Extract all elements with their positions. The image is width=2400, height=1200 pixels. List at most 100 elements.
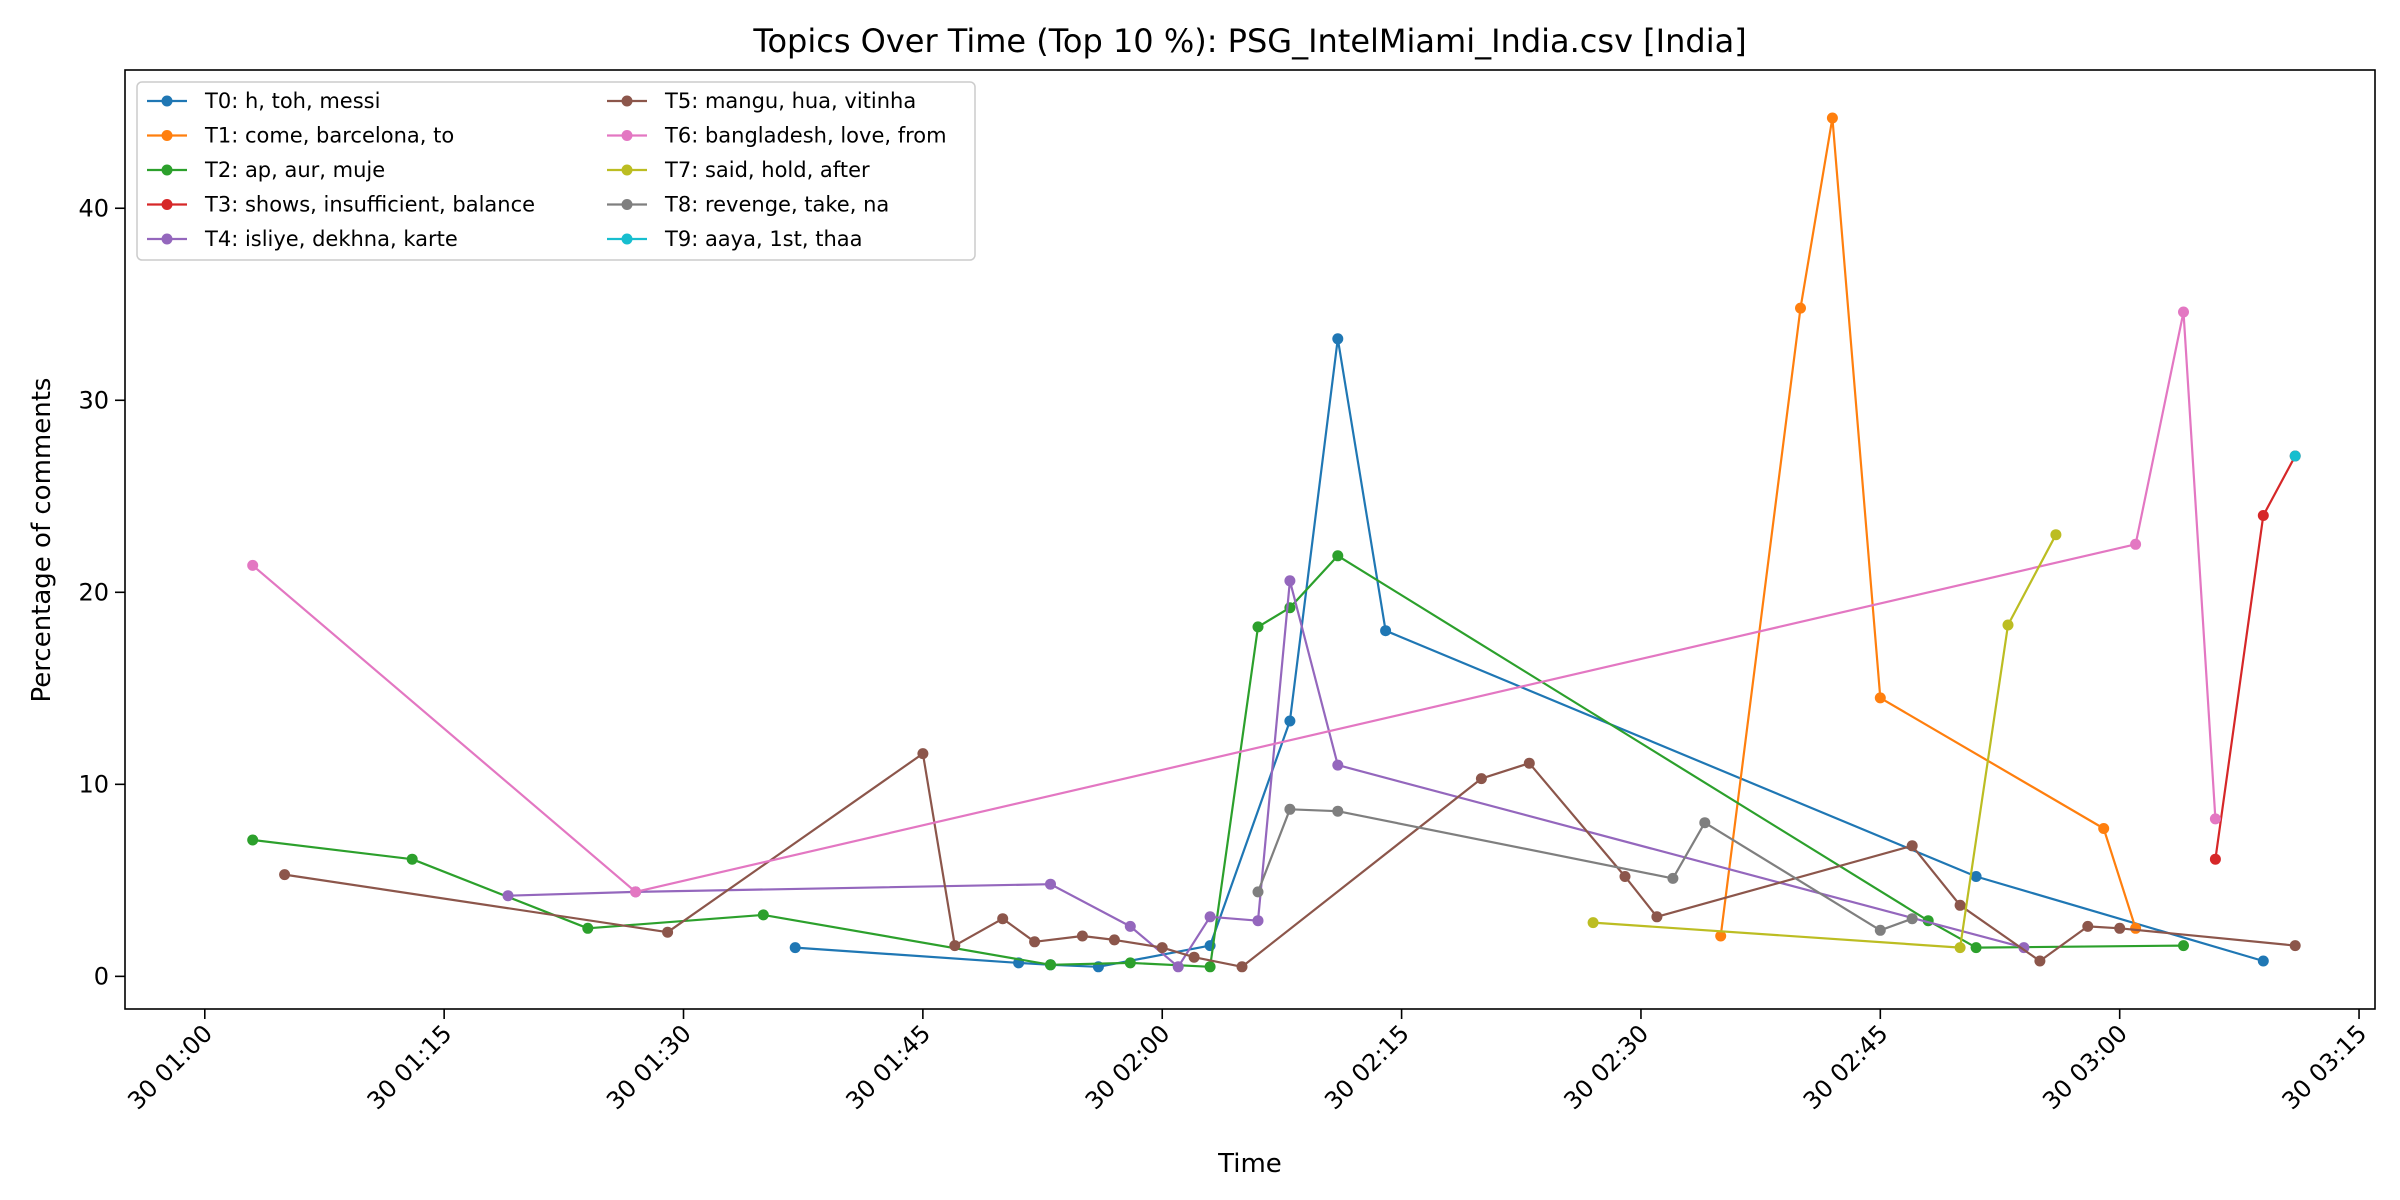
series-t8: [1252, 803, 1918, 936]
series-t4-line: [507, 579, 2025, 968]
series-t4-point: [1172, 961, 1184, 973]
series-t0-point: [1380, 625, 1392, 637]
series-t2-point: [1204, 961, 1216, 973]
legend-label: T9: aaya, 1st, thaa: [664, 227, 863, 251]
plot-area-frame: [124, 69, 2376, 1010]
series-t3-point: [2257, 510, 2269, 521]
legend-label: T2: ap, aur, muje: [204, 158, 385, 182]
series-t4-point: [2018, 942, 2030, 954]
series-t6: [247, 306, 2221, 898]
series-t9: [2289, 450, 2301, 462]
series-t2: [247, 550, 2189, 973]
series-t5-point: [997, 913, 1009, 925]
series-t1-point: [1826, 112, 1838, 124]
series-t8-point: [1699, 817, 1711, 829]
series-t0-point: [2257, 955, 2269, 967]
legend-label: T4: isliye, dekhna, karte: [204, 227, 458, 251]
legend-swatch-marker: [161, 233, 173, 245]
legend-swatch-marker: [621, 95, 633, 107]
series-t2-point: [2178, 940, 2189, 952]
legend-item-t2: T2: ap, aur, muje: [147, 158, 385, 182]
series-t5-point: [2082, 920, 2094, 932]
series-t7-line: [1593, 534, 2057, 949]
legend-swatch-marker: [161, 130, 173, 141]
legend-label: T1: come, barcelona, to: [204, 124, 454, 148]
series-t1-point: [1874, 692, 1886, 704]
series-t5-point: [2289, 940, 2301, 952]
series-t2-point: [1124, 957, 1136, 969]
legend-swatch-marker: [621, 233, 633, 245]
series-t2-point: [1045, 959, 1056, 971]
series-t5-point: [279, 869, 291, 881]
series-t4-point: [1284, 575, 1296, 587]
series-t4-point: [1045, 878, 1056, 890]
legend: T0: h, toh, messi T1: come, barcelona, to…: [136, 81, 976, 261]
series-t5-point: [2034, 955, 2046, 967]
series-t5-point: [1236, 961, 1248, 973]
legend-item-t5: T5: mangu, hua, vitinha: [607, 89, 916, 113]
series-t5-point: [917, 748, 929, 760]
legend-label: T0: h, toh, messi: [204, 89, 380, 113]
series-t7-point: [2050, 529, 2062, 541]
series-t1-line: [1719, 116, 2137, 937]
series-t5: [279, 748, 2301, 973]
series-t7-point: [1587, 917, 1599, 929]
legend-swatch-marker: [161, 95, 173, 107]
legend-swatch-marker: [161, 164, 173, 176]
y-axis-title: Percentage of comments: [27, 378, 57, 703]
series-t8-point: [1874, 924, 1886, 936]
legend-swatch-marker: [621, 164, 633, 176]
series-t4-point: [502, 890, 514, 902]
series-t0-line: [795, 337, 2264, 968]
series-t8-point: [1284, 803, 1296, 815]
series-t0-point: [1284, 715, 1296, 727]
series-t2-point: [406, 853, 418, 865]
series-t4-point: [1332, 759, 1344, 771]
series-t6-point: [2130, 538, 2142, 550]
legend-swatch-marker: [621, 199, 633, 210]
series-t5-point: [1954, 899, 1966, 911]
legend-item-t4: T4: isliye, dekhna, karte: [147, 227, 458, 251]
series-t1-point: [1795, 302, 1806, 314]
legend-box: [136, 81, 976, 261]
y-tick-label: 10: [78, 770, 109, 798]
series-layer: [247, 112, 2301, 973]
series-t7: [1587, 529, 2062, 954]
y-tick-label: 20: [78, 578, 109, 606]
series-t0-point: [789, 942, 801, 954]
series-t5-point: [1651, 911, 1663, 923]
legend-swatch-marker: [621, 130, 633, 141]
series-t4-point: [1252, 915, 1264, 927]
series-t2-point: [247, 834, 259, 846]
series-t5-point: [1108, 934, 1120, 946]
series-t0-point: [1970, 871, 1982, 882]
legend-item-t3: T3: shows, insufficient, balance: [147, 193, 535, 217]
series-t3-point: [2209, 853, 2221, 865]
series-t8-point: [1667, 872, 1679, 884]
series-t6-point: [630, 886, 642, 898]
series-t5-point: [1523, 757, 1535, 769]
series-t4-point: [1204, 911, 1216, 923]
series-t1-point: [1715, 930, 1727, 942]
series-t5-point: [1475, 773, 1487, 785]
series-t5-point: [1076, 930, 1088, 942]
series-t5-point: [949, 940, 961, 952]
legend-label: T3: shows, insufficient, balance: [204, 193, 535, 217]
series-t1: [1715, 112, 2142, 942]
series-t1-point: [2098, 823, 2110, 834]
series-t0-point: [1332, 333, 1344, 345]
y-tick-label: 40: [78, 194, 109, 222]
series-t5-point: [1619, 871, 1631, 882]
legend-item-t1: T1: come, barcelona, to: [147, 124, 454, 148]
series-t5-point: [662, 926, 674, 938]
series-t5-point: [2114, 922, 2126, 934]
legend-item-t6: T6: bangladesh, love, from: [607, 124, 947, 148]
chart-title: Topics Over Time (Top 10 %): PSG_IntelMi…: [752, 22, 1746, 60]
series-t2-point: [1970, 942, 1982, 954]
series-t2-point: [1332, 550, 1344, 562]
series-t9-point: [2289, 450, 2301, 462]
series-t8-point: [1906, 913, 1918, 925]
series-t7-point: [2002, 619, 2014, 631]
series-t5-point: [1029, 936, 1041, 948]
